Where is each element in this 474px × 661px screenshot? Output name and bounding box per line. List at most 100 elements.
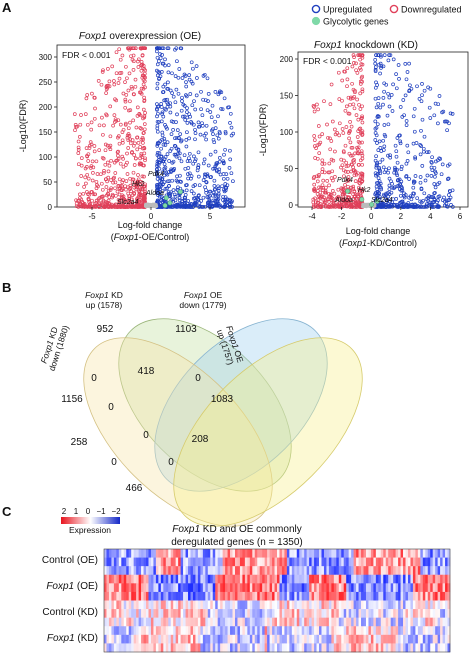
heatmap-cell — [239, 600, 243, 610]
volcano-point — [216, 192, 221, 196]
heatmap-cell — [296, 591, 300, 601]
volcano-point — [386, 91, 390, 96]
heatmap-cell — [417, 634, 421, 644]
volcano-point — [128, 137, 132, 142]
heatmap-cell — [351, 643, 354, 653]
volcano-point — [344, 164, 349, 169]
heatmap-cell — [321, 557, 325, 567]
volcano-point — [140, 135, 145, 140]
volcano-point — [392, 186, 396, 191]
heatmap-cell — [175, 634, 179, 644]
heatmap-cell — [175, 617, 179, 627]
volcano-point — [180, 95, 184, 100]
heatmap-cell — [244, 583, 248, 593]
volcano-point — [167, 184, 171, 188]
heatmap-cell — [415, 574, 419, 584]
x-tick-label: 0 — [369, 212, 374, 221]
heatmap-cell — [417, 557, 421, 567]
volcano-point — [379, 54, 383, 59]
volcano-point — [381, 138, 386, 143]
heatmap-cell — [138, 557, 142, 567]
heatmap-cell — [281, 583, 285, 593]
heatmap-cell — [338, 634, 342, 644]
heatmap-cell — [333, 583, 337, 593]
volcano-point — [330, 189, 335, 193]
heatmap-cell — [259, 626, 263, 636]
heatmap-cell — [210, 600, 214, 610]
volcano-point — [323, 189, 328, 193]
heatmap-cell — [269, 583, 273, 593]
heatmap-cell — [230, 583, 233, 593]
heatmap-cell — [138, 634, 142, 644]
heatmap-cell — [239, 557, 243, 567]
heatmap-cell — [425, 566, 429, 576]
volcano-point — [360, 162, 365, 167]
heatmap-cell — [281, 557, 285, 567]
heatmap-cell — [188, 643, 191, 653]
heatmap-cell — [133, 626, 137, 636]
heatmap-cell — [165, 591, 169, 601]
volcano-point — [120, 140, 125, 145]
heatmap-cell — [148, 626, 152, 636]
volcano-point — [96, 79, 101, 83]
volcano-point — [329, 176, 334, 180]
scale-label-2: 2 — [62, 507, 67, 516]
heatmap-cell — [289, 609, 293, 618]
volcano-point — [204, 123, 209, 128]
heatmap-cell — [190, 643, 194, 653]
venn-set-kd-up: Foxp1 KD — [85, 290, 123, 300]
scale-label-neg1: −1 — [96, 507, 106, 516]
heatmap-cell — [148, 643, 152, 653]
volcano-point — [359, 151, 364, 156]
volcano-point — [155, 62, 160, 67]
heatmap-cell — [336, 591, 340, 601]
heatmap-cell — [183, 609, 186, 618]
heatmap-cell — [146, 600, 149, 610]
volcano-point — [419, 128, 423, 133]
heatmap-cell — [267, 617, 270, 627]
heatmap-cell — [242, 609, 246, 618]
heatmap-cell — [192, 617, 196, 627]
heatmap-cell — [306, 634, 310, 644]
heatmap-cell — [281, 574, 285, 584]
heatmap-cell — [309, 549, 312, 558]
heatmap-cell — [160, 617, 164, 627]
volcano-point — [159, 102, 164, 106]
volcano-point — [113, 202, 118, 207]
heatmap-cell — [170, 566, 174, 576]
heatmap-cell — [123, 626, 127, 636]
volcano-point — [387, 187, 392, 191]
volcano-point — [195, 168, 200, 173]
heatmap-cell — [232, 626, 236, 636]
heatmap-cell — [435, 634, 438, 644]
heatmap-cell — [188, 591, 191, 601]
heatmap-cell — [254, 609, 258, 618]
volcano-point — [195, 76, 199, 80]
volcano-point — [413, 174, 418, 178]
heatmap-cell — [286, 617, 290, 627]
heatmap-cell — [328, 617, 332, 627]
volcano-point — [155, 106, 159, 111]
volcano-point — [216, 186, 221, 191]
volcano-point — [222, 189, 227, 194]
heatmap-cell — [373, 549, 377, 558]
heatmap-cell — [170, 600, 174, 610]
volcano-point — [376, 176, 381, 180]
heatmap-cell — [368, 626, 372, 636]
heatmap-cell — [237, 626, 241, 636]
heatmap-cell — [403, 600, 406, 610]
heatmap-cell — [121, 566, 125, 576]
heatmap-cell — [111, 634, 115, 644]
heatmap-cell — [432, 574, 436, 584]
heatmap-cell — [410, 549, 414, 558]
heatmap-cell — [202, 600, 206, 610]
heatmap-cell — [422, 643, 426, 653]
volcano-point — [114, 71, 119, 76]
volcano-point — [214, 199, 219, 203]
volcano-point — [183, 166, 188, 171]
heatmap-cell — [343, 549, 347, 558]
heatmap-cell — [405, 549, 409, 558]
volcano-point — [328, 147, 333, 152]
volcano-point — [169, 146, 174, 151]
glycolytic-point — [177, 189, 183, 195]
